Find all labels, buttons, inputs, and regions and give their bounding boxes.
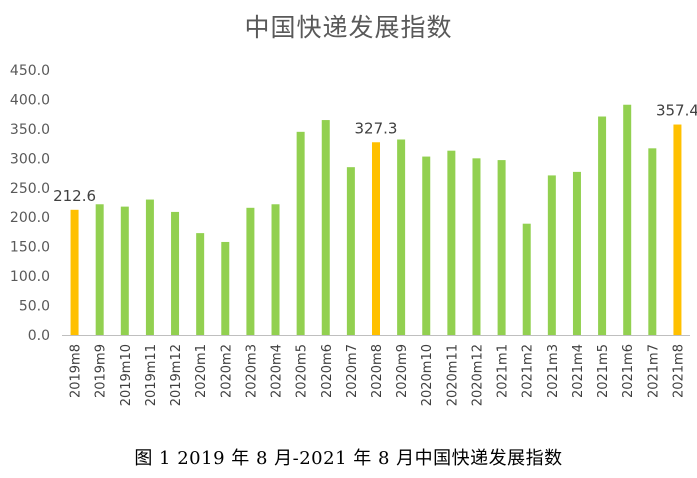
x-tick-label: 2020m10 [420,344,435,406]
bar [120,206,129,335]
x-tick-label: 2021m5 [596,344,611,398]
x-tick-label: 2020m11 [445,344,460,406]
x-tick-label: 2020m1 [194,344,209,398]
bar [422,156,431,335]
x-tick-label: 2020m12 [470,344,485,406]
bar [472,158,481,335]
bar [145,199,154,335]
y-tick-label: 50.0 [19,299,50,315]
x-tick-label: 2019m12 [169,344,184,406]
y-tick-label: 200.0 [10,210,50,226]
x-tick-label: 2020m2 [219,344,234,398]
bar [522,223,531,335]
x-tick-label: 2020m3 [244,344,259,398]
x-tick-label: 2021m6 [621,344,636,398]
x-tick-label: 2020m4 [270,344,285,398]
y-tick-label: 150.0 [10,240,50,256]
bar [271,204,280,335]
bar [321,120,330,335]
x-tick-label: 2021m3 [546,344,561,398]
bar [171,211,180,335]
x-tick-label: 2019m11 [144,344,159,406]
bar [221,241,230,335]
y-tick-label: 350.0 [10,122,50,138]
x-tick-label: 2021m8 [671,344,686,398]
bar-chart: 0.0 50.0 100.0 150.0 200.0 250.0 300.0 350.0 400… [10,63,697,406]
y-tick-label: 0.0 [28,328,50,344]
chart-title: 中国快递发展指数 [244,13,453,42]
bar [623,104,632,336]
bar [648,148,657,335]
x-tick-label: 2020m5 [295,344,310,398]
bar-highlight [372,142,380,335]
data-label: 357.4 [656,102,697,120]
bar-highlight [70,209,79,335]
bar [95,204,104,335]
bar [246,207,255,335]
x-tick-label: 2019m9 [94,344,109,398]
bar [547,175,556,335]
bar [346,167,355,335]
x-tick-label: 2020m8 [370,344,385,398]
data-label: 212.6 [53,187,96,205]
bar [497,160,506,335]
bar [572,171,581,335]
bar [598,116,607,336]
x-tick-label: 2020m9 [395,344,410,398]
bar [296,131,305,335]
figure-caption: 图 1 2019 年 8 月-2021 年 8 月中国快递发展指数 [134,448,563,469]
bar-highlight [673,124,682,335]
x-tick-label: 2020m6 [320,344,335,398]
y-tick-label: 100.0 [10,269,50,285]
data-labels: 212.6 327.3 357.4 [53,102,697,205]
data-label: 327.3 [355,119,398,137]
y-tick-label: 300.0 [10,151,50,167]
x-tick-label: 2021m7 [646,344,661,398]
x-tick-label: 2021m4 [571,344,586,398]
bar [196,233,205,335]
bars [70,104,682,336]
y-tick-label: 400.0 [10,92,50,108]
bar [397,139,406,335]
y-tick-label: 250.0 [10,181,50,197]
y-tick-label: 450.0 [10,63,50,79]
bar [447,150,456,335]
x-tick-label: 2019m10 [119,344,134,406]
y-axis: 0.0 50.0 100.0 150.0 200.0 250.0 300.0 350.0 400… [10,63,50,344]
x-tick-label: 2021m1 [496,344,511,398]
x-tick-label: 2021m2 [521,344,536,398]
x-tick-label: 2019m8 [69,344,84,398]
x-axis-labels: 2019m8 2019m9 2019m10 2019m11 2019m12 2020m1 2… [69,344,687,406]
x-tick-label: 2020m7 [345,344,360,398]
